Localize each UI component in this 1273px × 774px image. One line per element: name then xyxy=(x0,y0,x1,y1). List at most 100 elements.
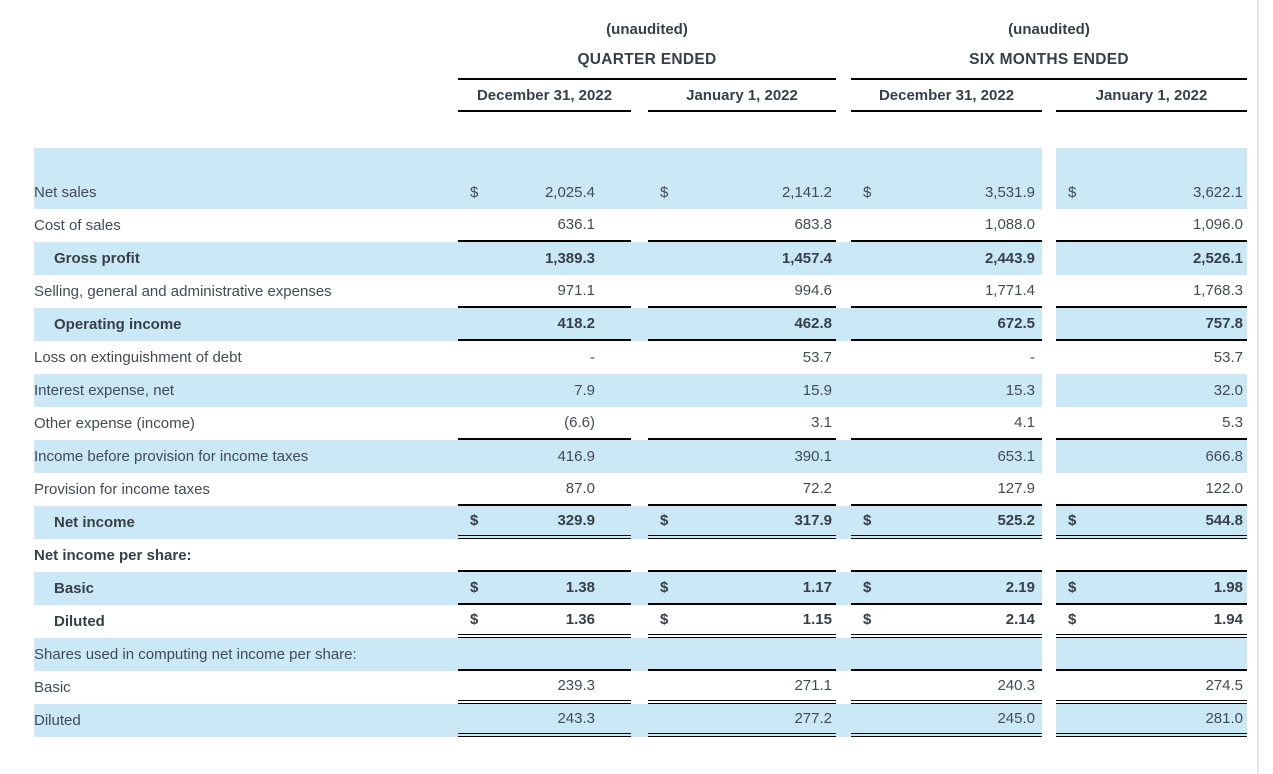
value-cell: 3.1 xyxy=(648,407,836,440)
value-number: 122.0 xyxy=(1205,480,1243,497)
column-gap xyxy=(631,506,648,539)
value-cell: $3,531.9 xyxy=(851,176,1042,209)
column-gap xyxy=(1042,539,1056,572)
column-header-q-dec-31-2022: December 31, 2022 xyxy=(458,80,631,112)
value-cell: 4.1 xyxy=(851,407,1042,440)
column-gap xyxy=(1042,176,1056,209)
value-number: 243.3 xyxy=(557,710,595,727)
row-label: Cost of sales xyxy=(34,217,121,234)
column-gap xyxy=(836,506,851,539)
column-gap xyxy=(836,704,851,737)
value-cell xyxy=(1056,148,1247,176)
value-number: 2.19 xyxy=(1005,579,1035,596)
value-cell: 53.7 xyxy=(1056,341,1247,374)
value-number: 53.7 xyxy=(1213,349,1243,366)
column-gap xyxy=(836,374,851,407)
value-cell: (6.6) xyxy=(458,407,631,440)
value-number: - xyxy=(590,349,595,366)
column-gap xyxy=(631,572,648,605)
value-number: 3,531.9 xyxy=(984,184,1035,201)
value-cell: 636.1 xyxy=(458,209,631,242)
value-cell: 1,096.0 xyxy=(1056,209,1247,242)
value-number: 1,389.3 xyxy=(544,250,595,267)
dollar-sign: $ xyxy=(863,184,872,201)
value-cell: 416.9 xyxy=(458,440,631,473)
row-label: Gross profit xyxy=(34,242,458,275)
column-gap xyxy=(631,341,648,374)
value-cell: 994.6 xyxy=(648,275,836,308)
column-gap xyxy=(836,638,851,671)
value-cell: 240.3 xyxy=(851,671,1042,704)
dollar-sign: $ xyxy=(1068,611,1077,628)
value-number: 53.7 xyxy=(802,349,832,366)
value-cell: 127.9 xyxy=(851,473,1042,506)
column-gap xyxy=(631,704,648,737)
column-gap xyxy=(836,572,851,605)
table-body: Net sales $2,025.4 $2,141.2 $3,531.9 $3,622.… xyxy=(34,148,1247,737)
row-label: Provision for income taxes xyxy=(34,481,210,498)
value-number: 1.98 xyxy=(1213,579,1243,596)
column-gap xyxy=(836,242,851,275)
dollar-sign: $ xyxy=(1068,579,1077,596)
column-gap xyxy=(1042,572,1056,605)
page-edge-line xyxy=(1257,0,1259,774)
column-header-s-dec-31-2022: December 31, 2022 xyxy=(851,80,1042,112)
column-gap xyxy=(836,209,851,242)
dollar-sign: $ xyxy=(660,579,669,596)
value-number: 239.3 xyxy=(557,677,595,694)
column-gap xyxy=(1042,473,1056,506)
value-cell xyxy=(851,539,1042,572)
value-number: 127.9 xyxy=(997,480,1035,497)
value-cell xyxy=(458,539,631,572)
column-gap xyxy=(1042,407,1056,440)
value-cell: 1,771.4 xyxy=(851,275,1042,308)
value-cell: $2.14 xyxy=(851,605,1042,638)
value-cell: - xyxy=(458,341,631,374)
value-number: 240.3 xyxy=(997,677,1035,694)
column-gap xyxy=(631,308,648,341)
value-cell: $544.8 xyxy=(1056,506,1247,539)
column-gap xyxy=(836,539,851,572)
value-number: 2,025.4 xyxy=(544,184,595,201)
value-number: 1.15 xyxy=(802,611,832,628)
value-cell xyxy=(458,148,631,176)
column-header-q-jan-1-2022: January 1, 2022 xyxy=(648,80,836,112)
column-gap xyxy=(836,440,851,473)
value-cell: 72.2 xyxy=(648,473,836,506)
value-cell: 1,768.3 xyxy=(1056,275,1247,308)
row-label: Net income xyxy=(34,506,458,539)
column-gap xyxy=(1042,671,1056,704)
value-cell: 390.1 xyxy=(648,440,836,473)
table-row: Net income per share: xyxy=(34,539,1247,572)
value-number: 683.8 xyxy=(794,216,832,233)
value-number: 418.2 xyxy=(557,315,595,332)
quarter-ended-title: QUARTER ENDED xyxy=(577,51,717,68)
column-gap xyxy=(1042,209,1056,242)
value-cell: $1.98 xyxy=(1056,572,1247,605)
value-cell xyxy=(851,148,1042,176)
row-label: Net income per share: xyxy=(34,547,192,564)
dollar-sign: $ xyxy=(660,611,669,628)
value-number: 1,457.4 xyxy=(781,250,832,267)
value-number: 2,443.9 xyxy=(984,250,1035,267)
value-number: 329.9 xyxy=(557,512,595,529)
value-cell: 281.0 xyxy=(1056,704,1247,737)
column-gap xyxy=(631,148,648,176)
value-number: 653.1 xyxy=(997,448,1035,465)
value-cell: $525.2 xyxy=(851,506,1042,539)
sixmonths-group-unaudited-label: (unaudited) xyxy=(1008,20,1090,38)
value-number: (6.6) xyxy=(564,414,595,431)
column-gap xyxy=(631,440,648,473)
value-number: 3.1 xyxy=(811,414,832,431)
value-cell xyxy=(648,539,836,572)
value-cell: $1.94 xyxy=(1056,605,1247,638)
value-number: 7.9 xyxy=(574,382,595,399)
value-number: 4.1 xyxy=(1014,414,1035,431)
column-gap xyxy=(1042,638,1056,671)
column-gap xyxy=(836,671,851,704)
value-cell: 971.1 xyxy=(458,275,631,308)
value-cell: $1.17 xyxy=(648,572,836,605)
value-number: 87.0 xyxy=(565,480,595,497)
value-cell: 683.8 xyxy=(648,209,836,242)
row-label xyxy=(34,148,458,176)
